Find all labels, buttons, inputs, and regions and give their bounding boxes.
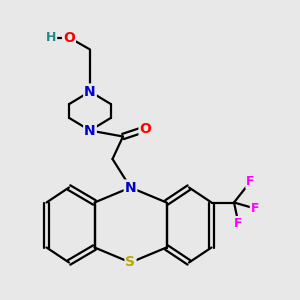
Text: N: N: [125, 181, 136, 194]
Text: F: F: [234, 217, 243, 230]
Text: H: H: [46, 31, 56, 44]
Text: O: O: [140, 122, 152, 136]
Text: O: O: [63, 31, 75, 44]
Text: F: F: [251, 202, 259, 215]
Text: N: N: [84, 124, 96, 137]
Text: F: F: [246, 175, 255, 188]
Text: N: N: [84, 85, 96, 98]
Text: S: S: [125, 256, 136, 269]
